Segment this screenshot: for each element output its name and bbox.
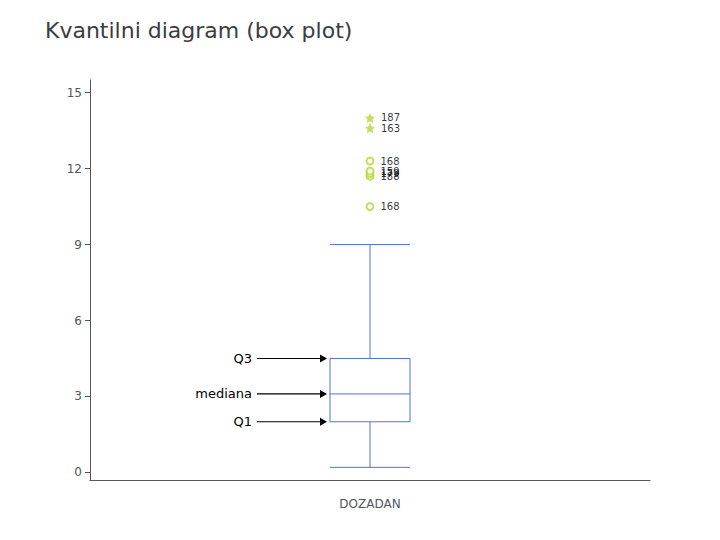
svg-text:12: 12: [67, 162, 82, 176]
svg-text:Q1: Q1: [233, 414, 252, 429]
svg-text:DOZADAN: DOZADAN: [339, 497, 400, 511]
svg-text:15: 15: [67, 86, 82, 100]
svg-text:mediana: mediana: [195, 386, 252, 401]
svg-text:159: 159: [381, 166, 400, 177]
svg-text:168: 168: [381, 201, 400, 212]
svg-text:163: 163: [381, 123, 400, 134]
svg-text:3: 3: [74, 389, 82, 403]
svg-text:0: 0: [74, 465, 82, 479]
svg-text:Kvantilni diagram (box plot): Kvantilni diagram (box plot): [45, 18, 352, 43]
svg-text:168: 168: [381, 156, 400, 167]
svg-text:Q3: Q3: [233, 351, 252, 366]
svg-text:9: 9: [74, 238, 82, 252]
svg-text:6: 6: [74, 314, 82, 328]
svg-text:187: 187: [381, 112, 401, 124]
